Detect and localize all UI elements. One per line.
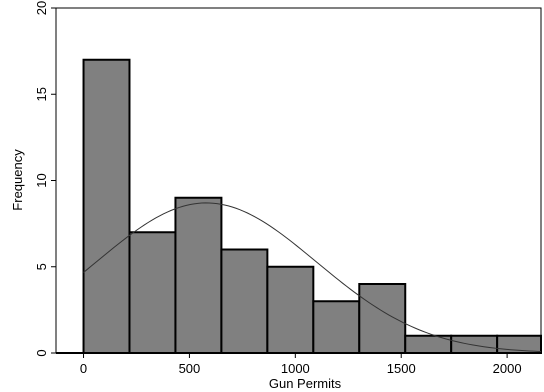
histogram-bar-2	[174, 196, 223, 354]
x-tick-label: 500	[179, 361, 201, 376]
histogram-bar-8	[450, 334, 499, 354]
normal-curve	[83, 202, 542, 353]
x-tick-label: 0	[80, 361, 87, 376]
y-tick-label: 20	[34, 1, 49, 15]
y-tick-label: 10	[34, 173, 49, 187]
histogram-bar-1	[128, 231, 177, 354]
y-axis-title: Frequency	[10, 149, 25, 211]
y-tick-label: 5	[34, 263, 49, 270]
histogram-bar-3	[220, 248, 269, 354]
histogram-bar-6	[358, 283, 407, 354]
x-tick-label: 1000	[281, 361, 310, 376]
y-tick-label: 0	[34, 349, 49, 356]
x-tick-label: 2000	[493, 361, 522, 376]
y-ticks: 0 5 10 15 20	[34, 1, 56, 357]
x-axis-title: Gun Permits	[269, 376, 342, 391]
y-tick-label: 15	[34, 87, 49, 101]
histogram-bar-0	[82, 58, 131, 354]
histogram-bar-4	[266, 265, 315, 354]
x-ticks: 0 500 1000 1500 2000	[80, 353, 522, 376]
x-tick-label: 1500	[387, 361, 416, 376]
histogram-bar-5	[312, 300, 361, 354]
bars-group	[82, 58, 543, 354]
